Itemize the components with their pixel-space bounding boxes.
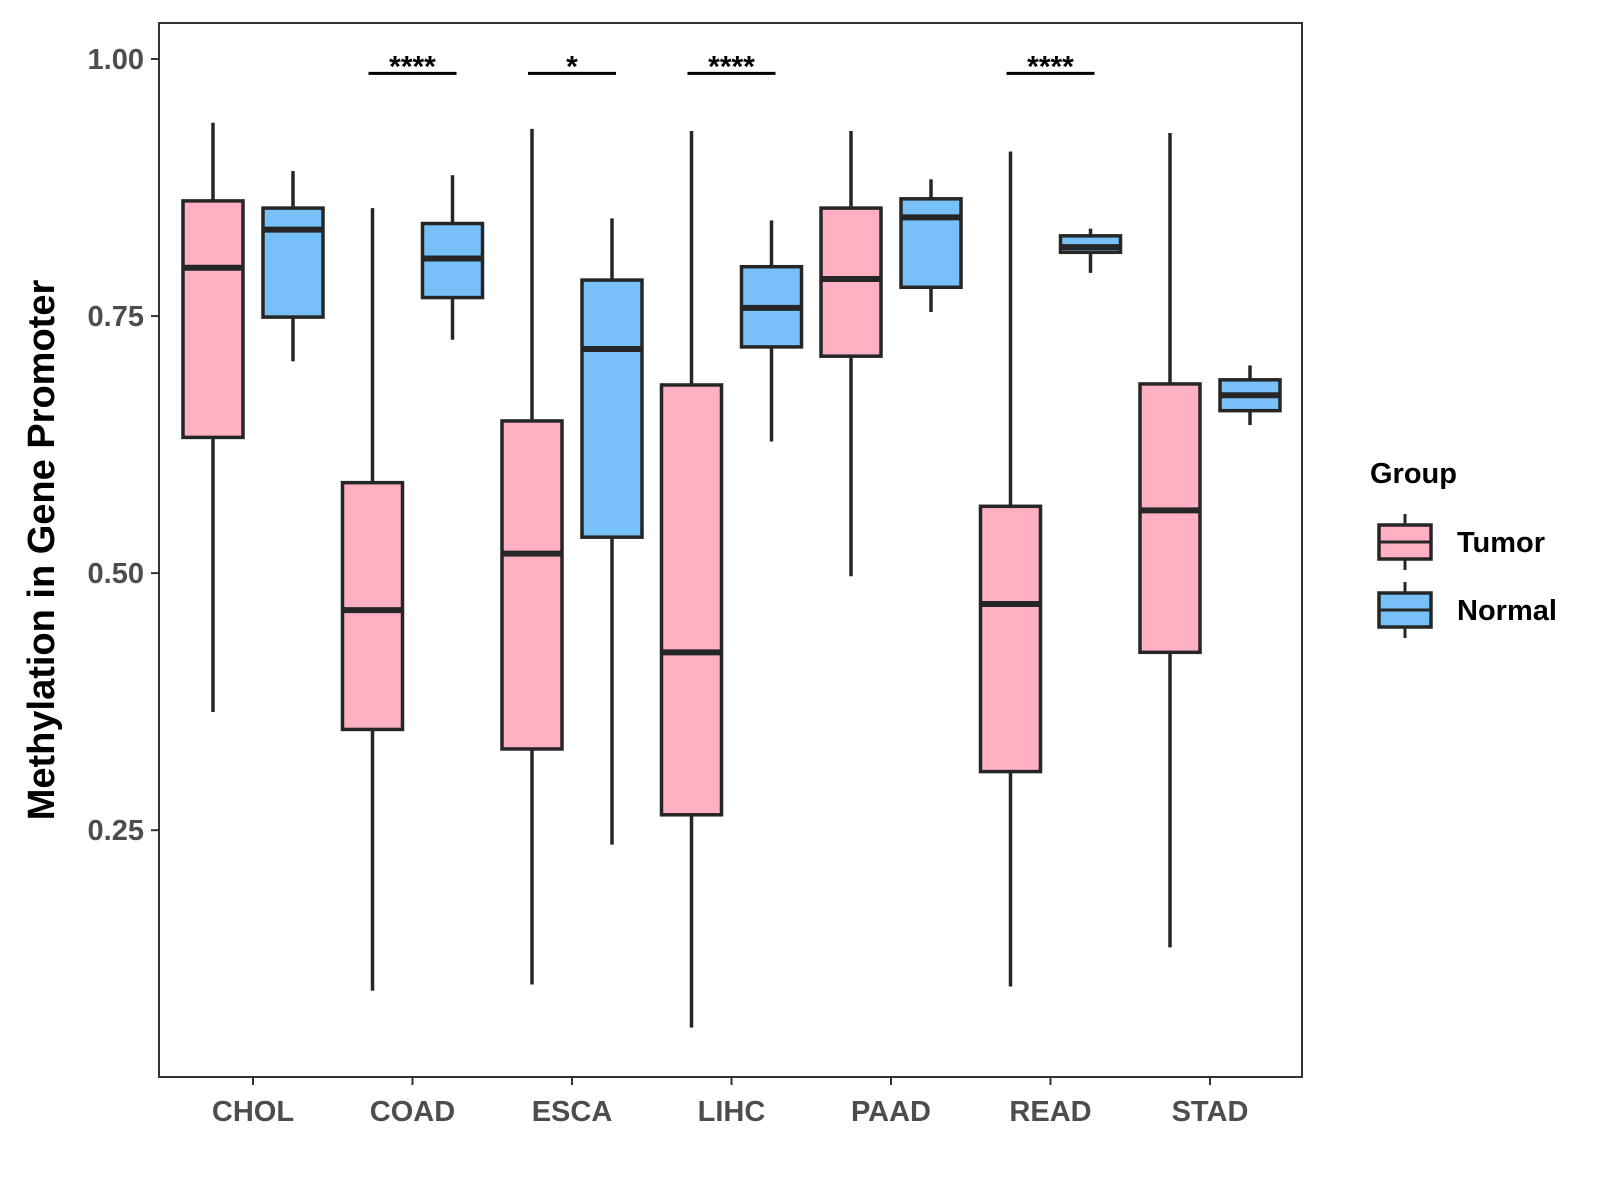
legend-item-tumor: Tumor	[1377, 514, 1545, 570]
x-axis: CHOL COAD ESCA LIHC PAAD READ STAD	[212, 1077, 1248, 1128]
box-body	[819, 206, 883, 358]
box-normal-coad	[420, 175, 485, 340]
significance-coad: ****	[368, 50, 457, 83]
y-tick-label: 0.75	[88, 301, 144, 333]
y-tick-label: 1.00	[88, 44, 144, 76]
legend-label: Tumor	[1457, 527, 1545, 559]
box-tumor-lihc	[659, 130, 724, 1028]
box-body	[899, 197, 963, 290]
box-body	[261, 206, 325, 319]
x-tick-label: ESCA	[532, 1096, 613, 1128]
box-body	[580, 278, 644, 539]
y-tick-label: 0.50	[88, 558, 144, 590]
box-tumor-stad	[1138, 133, 1202, 948]
box-body	[340, 480, 405, 732]
box-body	[659, 383, 724, 817]
legend-item-normal: Normal	[1377, 582, 1557, 638]
y-axis: 0.25 0.50 0.75 1.00	[88, 44, 159, 847]
legend: Group Tumor Normal	[1370, 458, 1557, 638]
box-tumor-coad	[340, 208, 405, 991]
plot-panel	[158, 22, 1303, 1078]
boxes-layer	[181, 122, 1282, 1028]
box-body	[181, 199, 245, 440]
box-normal-paad	[899, 179, 963, 312]
box-normal-esca	[580, 218, 644, 845]
box-tumor-chol	[181, 122, 245, 712]
box-tumor-read	[978, 151, 1043, 987]
significance-label: ****	[708, 50, 755, 83]
x-tick-label: PAAD	[851, 1096, 931, 1128]
box-body	[500, 419, 564, 751]
x-tick-label: READ	[1009, 1096, 1091, 1128]
box-normal-lihc	[739, 220, 804, 442]
significance-esca: *	[528, 50, 616, 83]
significance-layer: **** * **** ****	[368, 50, 1095, 83]
box-body	[1138, 382, 1202, 655]
significance-read: ****	[1006, 50, 1095, 83]
y-axis-title: Methylation in Gene Promoter	[21, 280, 63, 821]
significance-label: ****	[389, 50, 436, 83]
box-tumor-paad	[819, 130, 883, 577]
box-normal-chol	[261, 171, 325, 362]
box-tumor-esca	[500, 128, 564, 985]
legend-title: Group	[1370, 458, 1457, 490]
significance-label: *	[566, 50, 578, 83]
x-tick-label: LIHC	[698, 1096, 766, 1128]
box-body	[978, 504, 1043, 774]
legend-label: Normal	[1457, 595, 1557, 627]
box-normal-read	[1058, 228, 1123, 273]
y-tick-label: 0.25	[88, 815, 144, 847]
significance-lihc: ****	[687, 50, 776, 83]
x-tick-label: CHOL	[212, 1096, 294, 1128]
x-tick-label: STAD	[1172, 1096, 1249, 1128]
box-normal-stad	[1218, 365, 1282, 426]
x-tick-label: COAD	[370, 1096, 455, 1128]
significance-label: ****	[1027, 50, 1074, 83]
